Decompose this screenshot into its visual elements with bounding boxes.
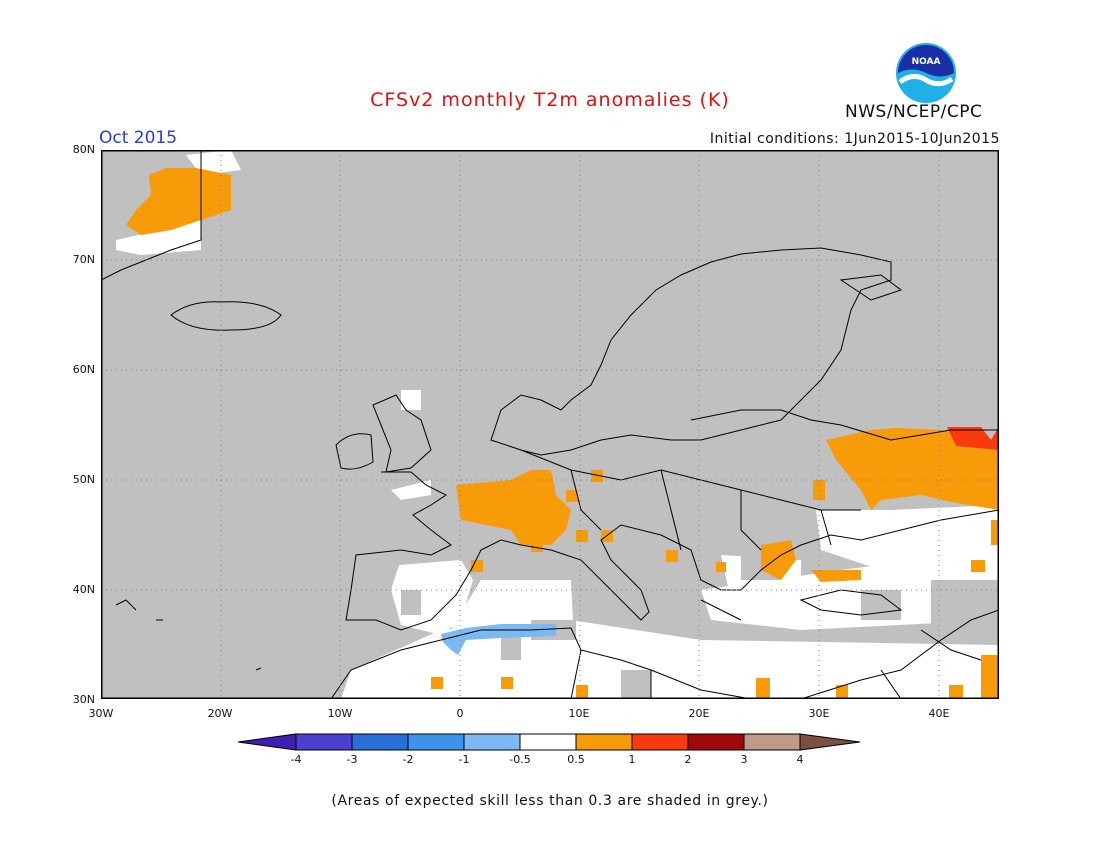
cool-anomaly-areas [441,624,556,655]
lon-label-30e: 30E [808,707,830,720]
colorbar-bin-neg4-neg3 [295,733,353,751]
noaa-logo-text: NOAA [912,57,941,67]
colorbar-bin-neutral [519,733,577,751]
colorbar-label: -4 [290,753,302,766]
agency-label: NWS/NCEP/CPC [845,102,983,122]
warm-anomaly-areas [126,168,999,699]
lon-label-40e: 40E [928,707,950,720]
colorbar-bin-2-3 [687,733,745,751]
lat-label-60n: 60N [72,363,95,376]
map-title: CFSv2 monthly T2m anomalies (K) [370,89,730,111]
lat-label-70n: 70N [72,253,95,266]
colorbar-label: 1 [628,753,636,766]
colorbar-bin-05-1 [575,733,633,751]
colorbar-label: 0.5 [567,753,585,766]
colorbar-bin-neg2-neg1 [407,733,465,751]
colorbar-bin-1-2 [631,733,689,751]
colorbar-label: -0.5 [509,753,531,766]
colorbar-label: 2 [684,753,692,766]
lat-label-80n: 80N [72,143,95,156]
colorbar-bin-3-4 [743,733,801,751]
lat-label-50n: 50N [72,473,95,486]
strong-warm-anomaly-areas [947,426,999,450]
lat-label-30n: 30N [72,693,95,706]
colorbar-label: -2 [402,753,414,766]
colorbar-max-arrow [799,733,861,751]
colorbar [238,733,861,751]
noaa-logo: NOAA [896,43,956,103]
lon-label-30w: 30W [88,707,114,720]
colorbar-bin-neg3-neg2 [351,733,409,751]
lon-label-20w: 20W [207,707,233,720]
lat-label-40n: 40N [72,583,95,596]
colorbar-label: 3 [740,753,748,766]
lon-label-10w: 10W [327,707,353,720]
colorbar-label: 4 [796,753,804,766]
coastlines [101,150,999,699]
map-frame [101,150,999,699]
forecast-month: Oct 2015 [99,128,178,148]
colorbar-label: -1 [458,753,470,766]
colorbar-label: -3 [346,753,358,766]
colorbar-min-arrow [238,733,297,751]
colorbar-bin-neg1-neg05 [463,733,521,751]
lon-label-10e: 10E [568,707,590,720]
lon-label-0: 0 [456,707,464,720]
skill-footnote: (Areas of expected skill less than 0.3 a… [331,793,769,809]
anomaly-map [101,150,999,699]
initial-conditions: Initial conditions: 1Jun2015-10Jun2015 [709,131,1000,147]
lon-label-20e: 20E [688,707,710,720]
